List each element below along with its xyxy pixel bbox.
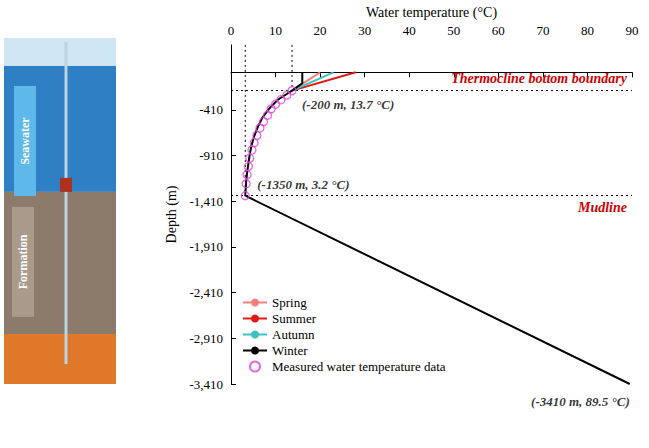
svg-text:Thermocline bottom boundary: Thermocline bottom boundary [451,71,628,86]
svg-text:Winter: Winter [272,343,308,358]
svg-text:70: 70 [536,23,549,38]
svg-text:20: 20 [314,23,327,38]
svg-text:Summer: Summer [272,311,317,326]
svg-text:90: 90 [626,23,639,38]
svg-text:-1,910: -1,910 [189,239,223,254]
svg-text:Autumn: Autumn [272,327,315,342]
svg-text:-410: -410 [199,102,223,117]
svg-text:0: 0 [228,23,235,38]
svg-text:Measured water temperature dat: Measured water temperature data [272,359,446,374]
svg-text:Spring: Spring [272,295,307,310]
svg-text:40: 40 [403,23,416,38]
svg-text:-3,410: -3,410 [189,377,223,392]
svg-text:10: 10 [269,23,282,38]
svg-text:(-200 m, 13.7 °C): (-200 m, 13.7 °C) [302,97,394,112]
svg-text:(-3410 m, 89.5 °C): (-3410 m, 89.5 °C) [531,394,630,409]
svg-text:30: 30 [358,23,371,38]
svg-text:50: 50 [447,23,460,38]
svg-text:(-1350 m, 3.2 °C): (-1350 m, 3.2 °C) [257,177,349,192]
svg-text:Formation: Formation [16,234,30,289]
svg-text:-910: -910 [199,148,223,163]
svg-text:Mudline: Mudline [577,200,627,215]
svg-text:80: 80 [581,23,594,38]
svg-text:60: 60 [492,23,505,38]
svg-text:-2,910: -2,910 [189,331,223,346]
svg-text:Depth (m): Depth (m) [164,185,180,243]
svg-text:-2,410: -2,410 [189,285,223,300]
svg-text:Seawater: Seawater [18,117,32,165]
svg-text:-1,410: -1,410 [189,194,223,209]
svg-text:Water temperature (°C): Water temperature (°C) [366,5,498,21]
